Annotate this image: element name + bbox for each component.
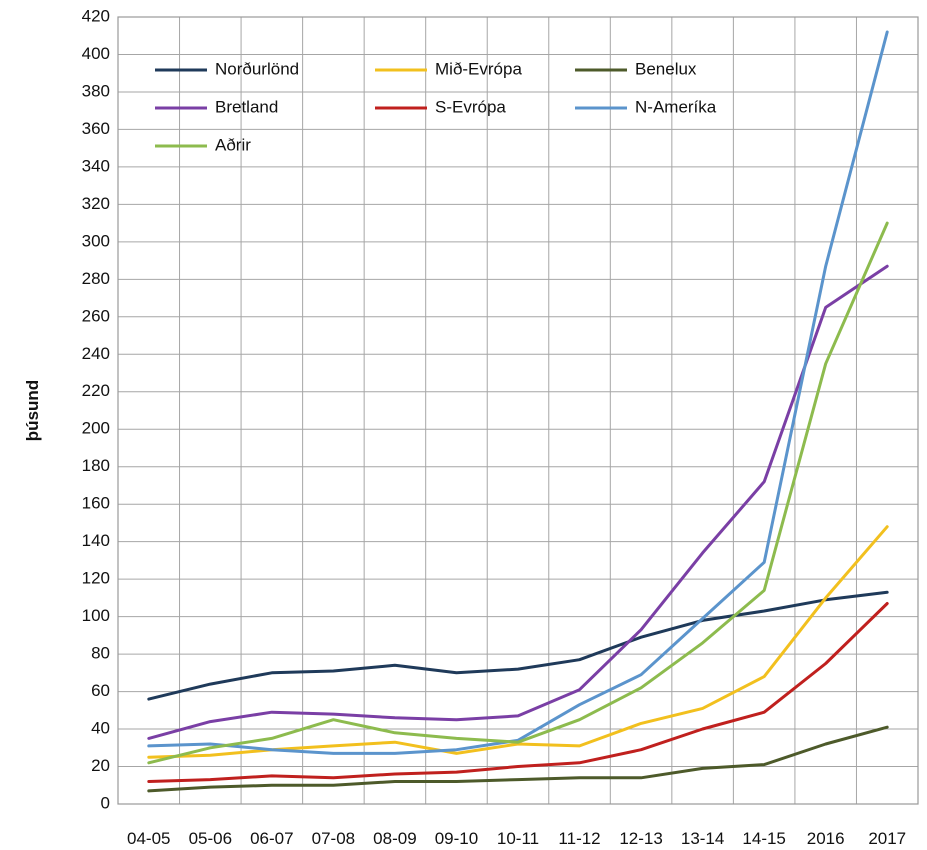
x-tick-label: 05-06	[189, 829, 232, 848]
y-tick-label: 400	[82, 44, 110, 63]
x-tick-label: 06-07	[250, 829, 293, 848]
y-tick-label: 360	[82, 119, 110, 138]
legend-entry: Bretland	[215, 97, 278, 116]
y-tick-label: 40	[91, 719, 110, 738]
y-tick-label: 320	[82, 194, 110, 213]
legend-entry: N-Ameríka	[635, 97, 717, 116]
y-tick-label: 160	[82, 494, 110, 513]
y-tick-label: 80	[91, 644, 110, 663]
y-tick-label: 240	[82, 344, 110, 363]
chart-grid	[118, 16, 918, 805]
legend-entry: Aðrir	[215, 135, 251, 154]
legend-entry: Mið-Evrópa	[435, 59, 522, 78]
legend: Norðurlönd Mið-Evrópa Benelux Bretland S-Evr…	[155, 59, 717, 154]
y-tick-label: 380	[82, 81, 110, 100]
x-tick-label: 10-11	[497, 829, 539, 848]
series-line	[147, 221, 889, 765]
y-tick-label: 260	[82, 306, 110, 325]
y-tick-label: 20	[91, 756, 110, 775]
series-line	[147, 264, 889, 740]
y-axis-ticks: 0 20 40 60 80 100 120 140 160 180 200 220 240 260 280 3…	[82, 6, 110, 812]
x-tick-label: 2017	[868, 829, 906, 848]
y-axis-label: þúsund	[23, 380, 42, 441]
y-tick-label: 100	[82, 606, 110, 625]
y-tick-label: 300	[82, 231, 110, 250]
y-tick-label: 340	[82, 156, 110, 175]
x-tick-label: 11-12	[558, 829, 600, 848]
x-tick-label: 08-09	[373, 829, 416, 848]
series-line	[147, 30, 889, 755]
x-tick-label: 09-10	[435, 829, 478, 848]
series-lines	[147, 30, 889, 793]
x-tick-label: 12-13	[619, 829, 662, 848]
legend-entry: S-Evrópa	[435, 97, 506, 116]
y-tick-label: 140	[82, 531, 110, 550]
legend-entry: Benelux	[635, 59, 697, 78]
x-axis-ticks: 04-05 05-06 06-07 07-08 08-09 09-10 10-11 11-12…	[127, 829, 906, 848]
y-tick-label: 220	[82, 381, 110, 400]
y-tick-label: 0	[101, 793, 110, 812]
y-tick-label: 60	[91, 681, 110, 700]
y-tick-label: 200	[82, 419, 110, 438]
series-line	[147, 590, 889, 701]
y-tick-label: 180	[82, 456, 110, 475]
x-tick-label: 14-15	[742, 829, 785, 848]
series-line	[147, 725, 889, 793]
x-tick-label: 13-14	[681, 829, 724, 848]
legend-entry: Norðurlönd	[215, 59, 299, 78]
series-line	[147, 602, 889, 783]
plot-frame	[117, 16, 919, 805]
x-tick-label: 07-08	[312, 829, 355, 848]
y-tick-label: 280	[82, 269, 110, 288]
y-tick-label: 120	[82, 569, 110, 588]
x-tick-label: 2016	[807, 829, 845, 848]
y-tick-label: 420	[82, 6, 110, 25]
x-tick-label: 04-05	[127, 829, 170, 848]
series-line	[147, 525, 889, 759]
